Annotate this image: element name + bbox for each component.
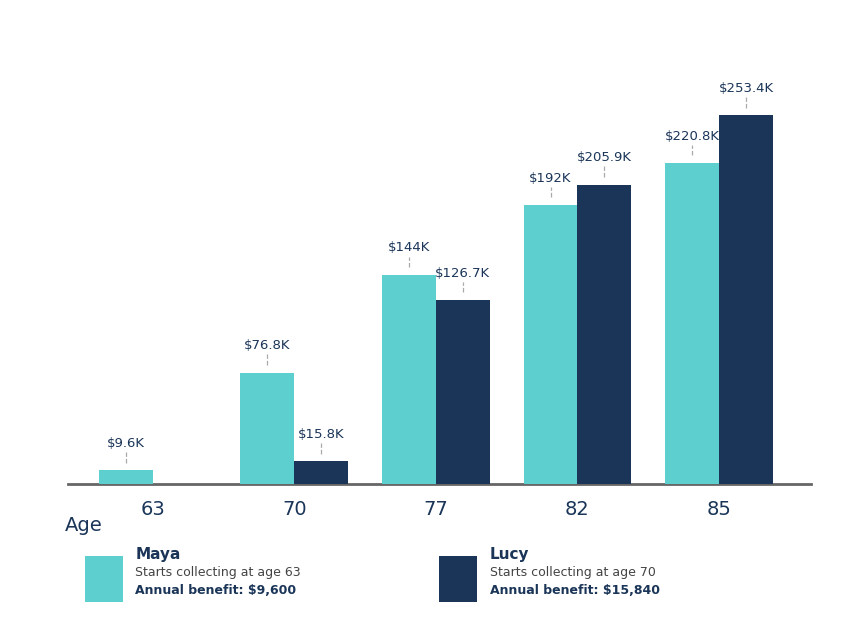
Bar xyxy=(523,205,576,484)
Text: $253.4K: $253.4K xyxy=(717,82,773,95)
Text: $9.6K: $9.6K xyxy=(106,437,144,450)
Bar xyxy=(240,373,294,484)
Text: Annual benefit: $9,600: Annual benefit: $9,600 xyxy=(135,584,296,597)
Text: Starts collecting at age 63: Starts collecting at age 63 xyxy=(135,566,300,579)
Text: $205.9K: $205.9K xyxy=(576,152,631,165)
Text: Maya: Maya xyxy=(135,547,181,562)
Bar xyxy=(664,163,718,484)
Text: $220.8K: $220.8K xyxy=(664,130,719,143)
Text: Annual benefit: $15,840: Annual benefit: $15,840 xyxy=(490,584,659,597)
Bar xyxy=(99,470,153,484)
Bar xyxy=(718,116,772,484)
Text: Starts collecting at age 70: Starts collecting at age 70 xyxy=(490,566,655,579)
Bar xyxy=(576,184,630,484)
Text: Age: Age xyxy=(65,516,102,535)
Bar xyxy=(381,274,436,484)
Bar xyxy=(294,461,348,484)
Text: $76.8K: $76.8K xyxy=(244,339,290,352)
Text: $192K: $192K xyxy=(528,171,571,184)
Text: $126.7K: $126.7K xyxy=(435,266,490,279)
Bar xyxy=(436,300,490,484)
Text: Lucy: Lucy xyxy=(490,547,529,562)
Text: $15.8K: $15.8K xyxy=(297,428,344,441)
Text: $144K: $144K xyxy=(387,242,430,255)
